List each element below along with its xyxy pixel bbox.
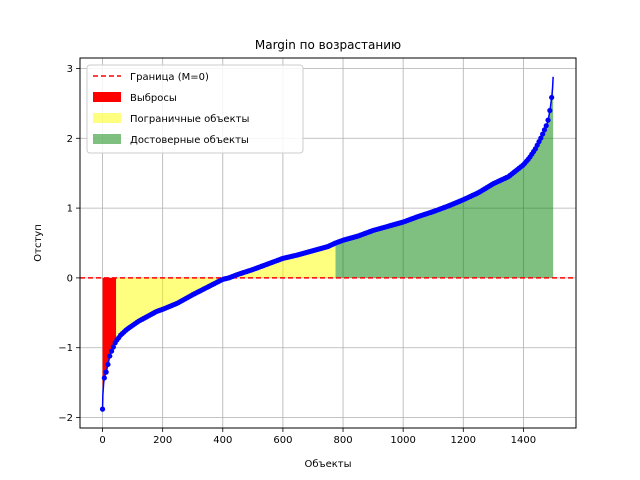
x-axis-ticks: 0 200 400 600 800 1000 1200 1400 <box>99 428 536 446</box>
margin-point <box>543 123 549 129</box>
borderline-region <box>116 243 336 341</box>
legend-reliable-swatch <box>93 134 121 144</box>
y-tick-label: 0 <box>67 273 73 284</box>
margin-point <box>110 344 116 350</box>
margin-point <box>105 361 111 368</box>
y-tick-label: 3 <box>67 64 73 75</box>
margin-point <box>540 131 546 137</box>
margin-point <box>541 127 548 133</box>
y-tick-label: −1 <box>58 343 73 354</box>
y-axis-label: Отступ <box>33 224 44 261</box>
x-axis-label: Объекты <box>304 459 351 470</box>
chart-title: Margin по возрастанию <box>255 38 401 52</box>
margin-point <box>107 353 113 359</box>
legend-boundary-label: Граница (M=0) <box>130 72 209 83</box>
legend-box <box>86 64 304 154</box>
margin-point <box>538 135 544 141</box>
margin-point <box>545 117 551 123</box>
y-tick-label: 2 <box>67 134 73 145</box>
margin-point <box>101 375 107 381</box>
margin-point <box>99 406 106 412</box>
y-axis-ticks: −2 −1 0 1 2 3 <box>58 64 80 424</box>
x-tick-label: 800 <box>333 435 352 446</box>
legend-outliers-swatch <box>93 92 121 102</box>
plot-frame <box>79 57 577 429</box>
y-tick-label: −2 <box>58 413 73 424</box>
x-tick-label: 200 <box>153 435 172 446</box>
y-tick-label: 1 <box>67 204 73 215</box>
x-tick-label: 1400 <box>511 435 536 446</box>
margin-point <box>108 348 115 354</box>
margin-point <box>549 94 555 101</box>
x-tick-label: 400 <box>213 435 232 446</box>
margin-point <box>547 107 553 114</box>
legend-outliers-label: Выбросы <box>130 93 177 104</box>
margin-series <box>99 76 555 412</box>
legend-reliable-label: Достоверные объекты <box>130 135 249 146</box>
x-tick-label: 1000 <box>390 435 415 446</box>
margin-point <box>103 369 109 375</box>
x-tick-label: 0 <box>99 435 105 446</box>
x-tick-label: 1200 <box>451 435 476 446</box>
legend-borderline-swatch <box>93 113 121 123</box>
outliers-region <box>102 277 117 410</box>
x-tick-label: 600 <box>273 435 292 446</box>
legend: Граница (M=0) Выбросы Пограничные объект… <box>86 64 304 154</box>
legend-borderline-label: Пограничные объекты <box>130 114 249 125</box>
